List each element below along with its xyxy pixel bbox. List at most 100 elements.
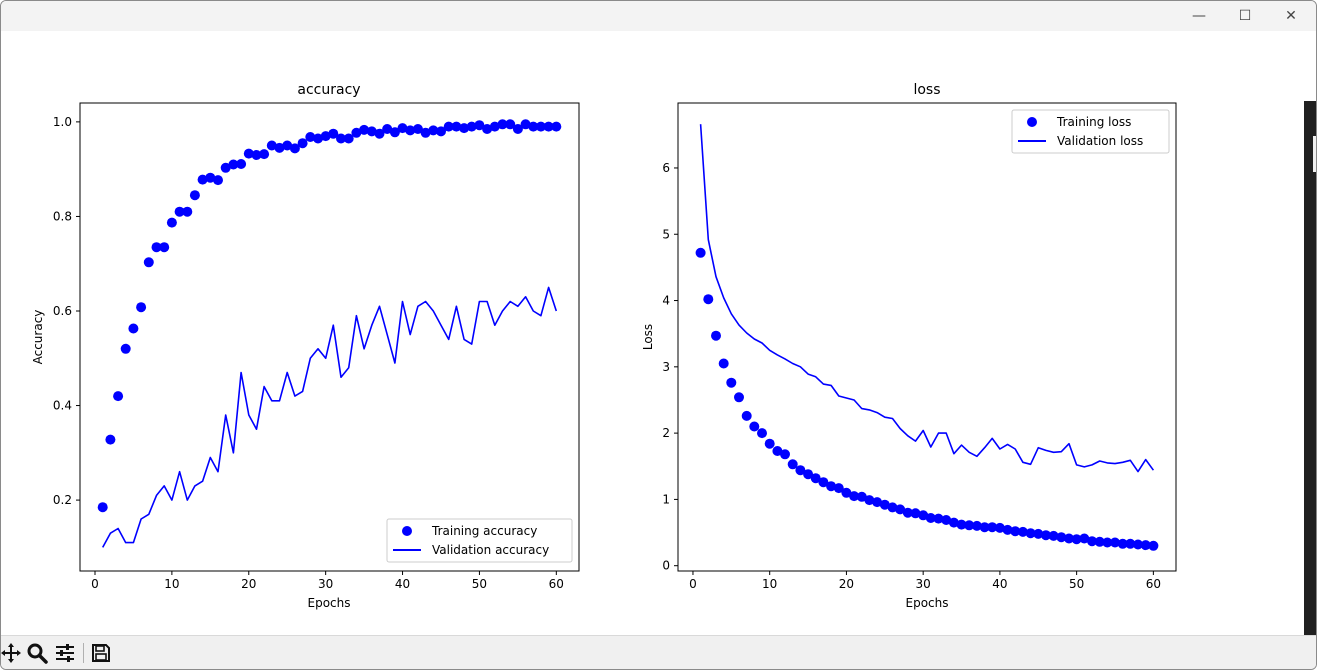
accuracy-training-point xyxy=(436,126,446,137)
loss-training-point xyxy=(1040,530,1051,541)
accuracy-training-point xyxy=(428,125,439,136)
accuracy-training-point xyxy=(143,257,154,268)
save-icon xyxy=(92,644,110,662)
scrollbar-thumb[interactable] xyxy=(1313,136,1316,172)
accuracy-training-point xyxy=(189,190,200,201)
loss-training-point xyxy=(780,449,790,460)
loss-x-tick-label: 50 xyxy=(1069,577,1084,591)
loss-training-point xyxy=(979,522,990,533)
accuracy-y-axis-label: Accuracy xyxy=(31,310,45,365)
loss-legend: Training loss Validation loss xyxy=(1011,109,1170,154)
loss-training-point xyxy=(1017,526,1028,537)
configure-subplots-icon xyxy=(56,644,74,662)
loss-training-point xyxy=(1087,536,1097,547)
loss-training-point xyxy=(818,477,829,488)
loss-axes-frame xyxy=(677,102,1177,572)
loss-training-point xyxy=(849,491,860,502)
accuracy-legend-validation-label: Validation accuracy xyxy=(432,543,549,557)
loss-training-point xyxy=(987,522,998,533)
zoom-button[interactable] xyxy=(25,642,49,664)
accuracy-training-point xyxy=(474,120,485,131)
accuracy-training-point xyxy=(328,128,339,139)
accuracy-training-point xyxy=(113,391,124,402)
toolbar-separator xyxy=(83,643,84,663)
accuracy-training-point xyxy=(543,121,554,132)
accuracy-training-point xyxy=(197,174,208,185)
title-bar: — ☐ ✕ xyxy=(1,1,1316,31)
accuracy-training-point xyxy=(305,132,316,142)
accuracy-chart-title: accuracy xyxy=(297,82,360,98)
loss-training-point xyxy=(764,438,775,449)
pan-button[interactable] xyxy=(1,642,23,664)
accuracy-training-point xyxy=(528,121,539,132)
loss-y-tick-label: 3 xyxy=(662,360,670,374)
loss-x-axis-label: Epochs xyxy=(906,596,949,610)
loss-x-tick-label: 20 xyxy=(839,577,854,591)
configure-subplots-button[interactable] xyxy=(53,642,77,664)
loss-training-point xyxy=(803,469,814,480)
accuracy-training-point xyxy=(451,121,462,132)
loss-training-point xyxy=(703,294,714,305)
accuracy-training-point xyxy=(174,206,185,217)
loss-training-point xyxy=(933,513,944,524)
accuracy-training-point xyxy=(120,343,131,354)
close-button[interactable]: ✕ xyxy=(1285,8,1297,24)
accuracy-training-point xyxy=(289,143,300,154)
accuracy-training-point xyxy=(159,242,170,253)
save-button[interactable] xyxy=(89,642,113,664)
minimize-button[interactable]: — xyxy=(1192,8,1206,24)
loss-plot-area: 0 10 20 30 40 50 60 0 1 2 3 4 5 6 xyxy=(662,124,1161,591)
accuracy-axes-frame xyxy=(79,102,580,572)
maximize-button[interactable]: ☐ xyxy=(1238,8,1252,24)
loss-x-tick-label: 0 xyxy=(689,577,697,591)
loss-training-point xyxy=(749,421,760,432)
accuracy-y-tick-label: 1.0 xyxy=(53,115,72,129)
accuracy-training-point xyxy=(243,148,254,159)
loss-training-point xyxy=(726,377,737,388)
accuracy-training-point xyxy=(97,502,108,513)
accuracy-training-point xyxy=(151,242,162,253)
loss-training-point xyxy=(925,513,936,523)
loss-y-tick-label: 4 xyxy=(662,294,670,308)
loss-training-point xyxy=(864,495,875,506)
loss-training-point xyxy=(787,459,798,470)
loss-x-tick-label: 10 xyxy=(762,577,777,591)
accuracy-training-point xyxy=(236,159,247,169)
loss-training-point xyxy=(718,358,729,369)
loss-y-axis-label: Loss xyxy=(641,324,655,350)
loss-training-point xyxy=(1125,538,1136,549)
accuracy-training-point xyxy=(397,123,408,134)
loss-training-point xyxy=(956,519,967,530)
accuracy-training-point xyxy=(282,140,293,151)
loss-training-point xyxy=(695,247,706,258)
accuracy-training-point xyxy=(466,121,477,132)
loss-training-point xyxy=(795,465,806,476)
accuracy-legend: Training accuracy Validation accuracy xyxy=(386,518,573,563)
loss-training-point xyxy=(941,515,952,525)
accuracy-y-tick-label: 0.6 xyxy=(53,304,72,318)
accuracy-training-point xyxy=(213,175,223,186)
loss-training-point xyxy=(1002,524,1013,535)
loss-legend-training-marker xyxy=(1027,117,1037,127)
loss-training-point xyxy=(994,522,1005,533)
accuracy-training-point xyxy=(412,124,423,134)
accuracy-subplot: accuracy 0 10 20 30 40 50 60 0.2 0.4 0.6 0.8 1.0 Ep… xyxy=(31,82,580,610)
accuracy-x-tick-label: 0 xyxy=(91,577,99,591)
accuracy-x-tick-label: 40 xyxy=(395,577,410,591)
loss-training-point xyxy=(1140,540,1151,551)
loss-legend-validation-label: Validation loss xyxy=(1057,134,1143,148)
loss-x-tick-label: 30 xyxy=(916,577,931,591)
loss-training-point xyxy=(1102,537,1113,548)
accuracy-plot-area: 0 10 20 30 40 50 60 0.2 0.4 0.6 0.8 1.0 xyxy=(53,115,564,591)
loss-training-point xyxy=(734,392,744,403)
loss-legend-box xyxy=(1011,109,1170,154)
accuracy-training-point xyxy=(220,162,231,173)
loss-x-tick-label: 40 xyxy=(992,577,1007,591)
scrollbar-track[interactable] xyxy=(1304,101,1316,635)
loss-training-point xyxy=(1094,536,1105,547)
loss-training-point xyxy=(810,473,821,484)
loss-training-point xyxy=(887,502,898,513)
loss-training-point xyxy=(1048,530,1059,541)
loss-training-point xyxy=(711,330,721,341)
accuracy-training-point xyxy=(351,127,362,138)
